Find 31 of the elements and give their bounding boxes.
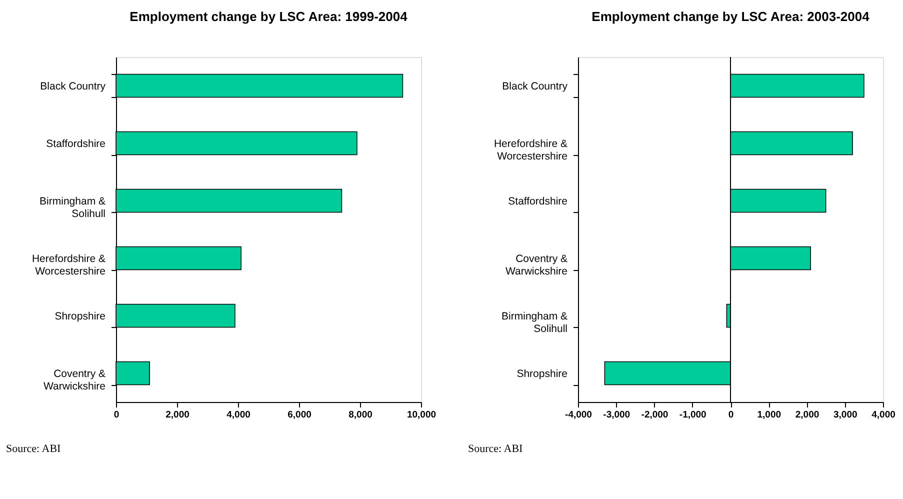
source-note: Source: ABI bbox=[6, 443, 62, 455]
source-note: Source: ABI bbox=[468, 443, 524, 455]
x-tick-label: 0 bbox=[114, 410, 120, 420]
x-tick-label: 1,000 bbox=[757, 410, 782, 420]
chart-title: Employment change by LSC Area: 1999-2004 bbox=[130, 9, 408, 24]
chart-title: Employment change by LSC Area: 2003-2004 bbox=[592, 9, 870, 24]
y-tick-label: Herefordshire & Worcestershire bbox=[494, 138, 568, 162]
x-tick-label: 8,000 bbox=[348, 410, 372, 420]
y-tick-label: Birmingham & Solihull bbox=[502, 310, 568, 335]
x-tick-label: 6,000 bbox=[288, 410, 312, 420]
y-tick-label: Staffordshire bbox=[508, 195, 568, 208]
y-tick-label: Black Country bbox=[40, 80, 106, 92]
y-tick-label: Coventry & Warwickshire bbox=[505, 252, 568, 278]
y-tick-label: Herefordshire & Worcestershire bbox=[32, 252, 106, 278]
x-tick-label: 0 bbox=[728, 410, 734, 420]
x-tick-label: 2,000 bbox=[166, 410, 190, 420]
x-tick-label: -2,000 bbox=[641, 410, 668, 420]
y-tick-label: Shropshire bbox=[54, 310, 106, 322]
y-tick-label: Black Country bbox=[502, 80, 568, 92]
y-tick-label: Staffordshire bbox=[46, 138, 106, 150]
x-tick-label: 4,000 bbox=[872, 410, 896, 420]
y-tick-label: Shropshire bbox=[516, 368, 568, 380]
x-tick-label: 3,000 bbox=[833, 410, 858, 420]
x-tick-label: -1,000 bbox=[679, 410, 706, 420]
x-tick-label: -4,000 bbox=[565, 410, 592, 420]
x-tick-label: -3,000 bbox=[603, 410, 630, 420]
y-tick-label: Birmingham & Solihull bbox=[40, 195, 106, 220]
y-tick-label: Coventry & Warwickshire bbox=[43, 368, 106, 392]
x-tick-label: 10,000 bbox=[406, 410, 436, 420]
x-tick-label: 4,000 bbox=[226, 410, 250, 420]
x-tick-label: 2,000 bbox=[795, 410, 820, 420]
